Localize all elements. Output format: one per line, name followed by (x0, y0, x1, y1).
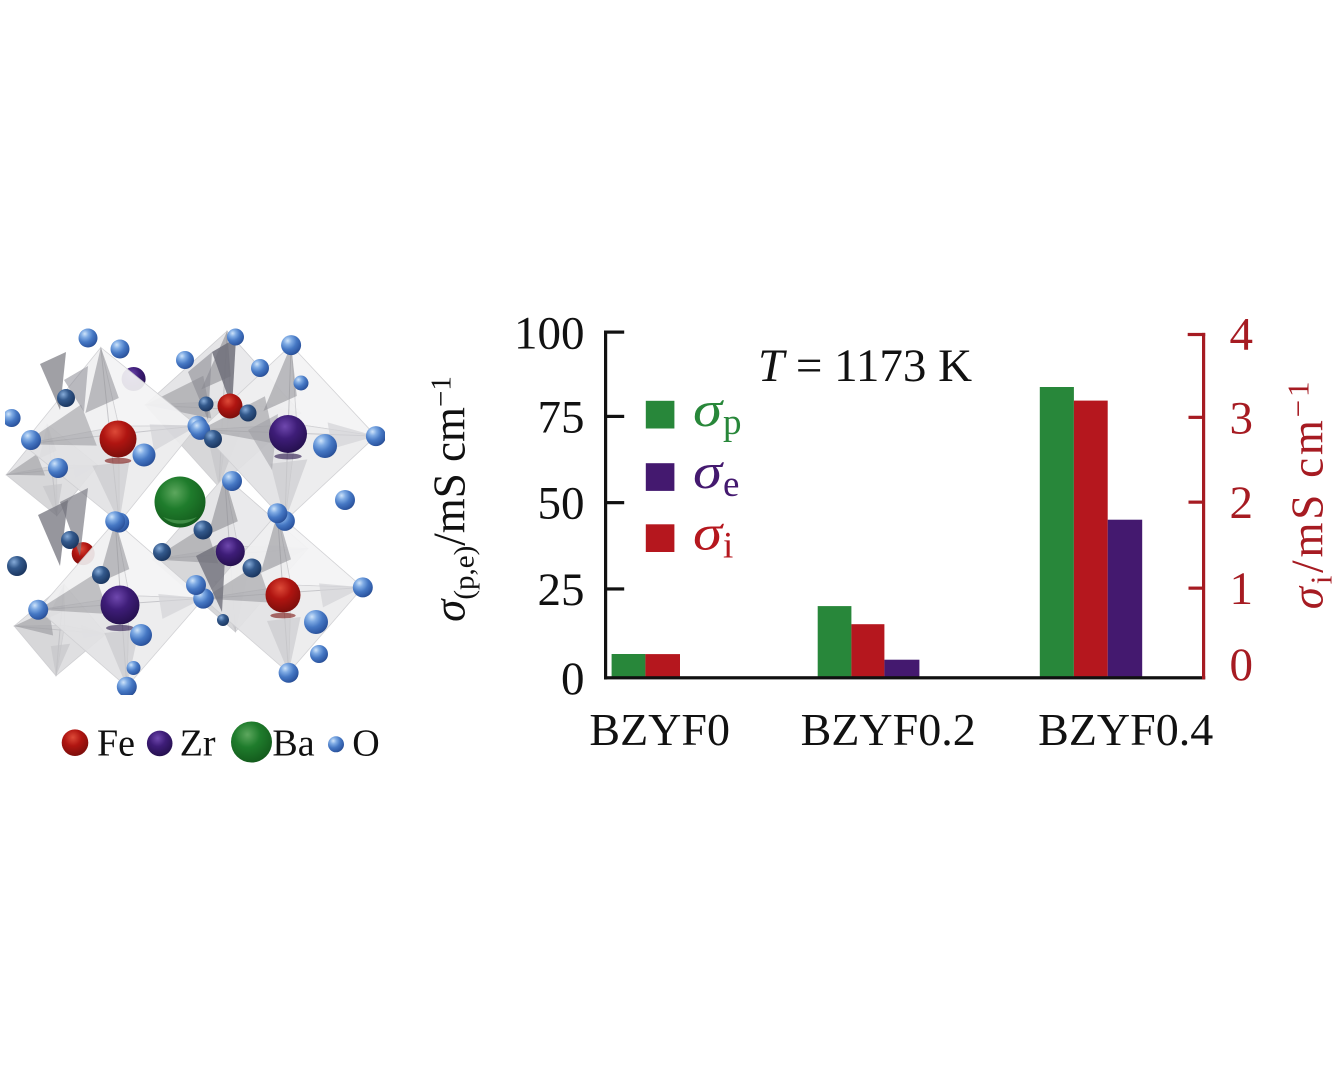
svg-text:50: 50 (538, 478, 585, 530)
svg-text:BZYF0.2: BZYF0.2 (801, 704, 976, 755)
svg-text:σ: σ (693, 443, 724, 499)
svg-text:σ: σ (693, 381, 724, 437)
svg-text:Fe: Fe (97, 723, 135, 765)
svg-text:25: 25 (538, 564, 585, 616)
svg-text:e: e (723, 464, 739, 505)
svg-text:Zr: Zr (180, 723, 216, 765)
svg-text:3: 3 (1230, 392, 1254, 444)
svg-text:i: i (723, 526, 733, 567)
svg-text:0: 0 (1230, 639, 1254, 691)
svg-text:75: 75 (538, 392, 585, 444)
svg-text:100: 100 (514, 308, 585, 360)
svg-text:O: O (352, 723, 379, 765)
svg-text:BZYF0.4: BZYF0.4 (1038, 704, 1213, 755)
svg-text:4: 4 (1230, 309, 1254, 361)
svg-text:0: 0 (561, 653, 585, 705)
svg-text:T = 1173 K: T = 1173 K (758, 340, 972, 392)
svg-text:1: 1 (1230, 563, 1254, 615)
svg-text:Ba: Ba (272, 723, 314, 765)
svg-text:2: 2 (1230, 477, 1254, 529)
svg-text:p: p (723, 402, 742, 443)
svg-text:BZYF0: BZYF0 (589, 704, 730, 755)
svg-text:σ: σ (693, 505, 724, 561)
